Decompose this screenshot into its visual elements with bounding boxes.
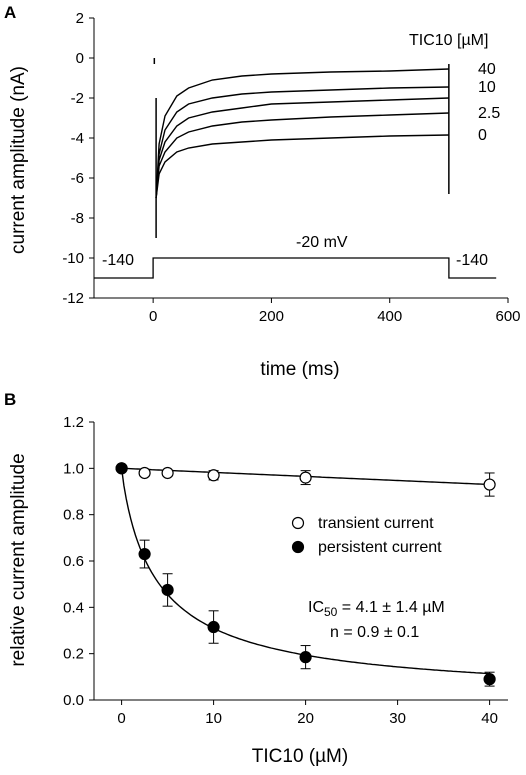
- panel-b-x-tick-label: 30: [389, 710, 406, 727]
- panel-b-ylabel: relative current amplitude: [8, 453, 29, 666]
- panel-b-y-tick-label: 0.8: [63, 507, 84, 524]
- legend-persistent-marker: [291, 540, 305, 554]
- transient-data-point: [299, 471, 312, 484]
- panel-b-chart: 0.0 0.2 0.4 0.6 0.8 1.0 1.2 0 10 20 30 40: [63, 414, 508, 727]
- panel-a-y-tick-label: -4: [71, 130, 84, 147]
- ic50-subscript: 50: [324, 605, 338, 619]
- panel-b-xlabel: TIC10 (µM): [252, 746, 348, 767]
- persistent-data-point: [115, 462, 128, 475]
- transient-data-point: [161, 466, 174, 480]
- ic50-annotation: IC50 = 4.1 ± 1.4 µM: [308, 599, 445, 619]
- current-trace: [155, 86, 449, 199]
- persistent-data-point: [138, 547, 151, 561]
- voltage-protocol-trace: [94, 257, 497, 279]
- current-trace: [155, 134, 449, 199]
- legend-transient-marker: [291, 516, 305, 530]
- panel-b-y-tick-label: 0.2: [63, 646, 84, 663]
- current-trace: [155, 68, 449, 199]
- current-trace: [155, 112, 449, 199]
- trace-label: 0: [478, 127, 487, 144]
- legend-persistent-label: persistent current: [318, 539, 442, 556]
- persistent-fit-line: [120, 468, 490, 675]
- transient-data-point: [483, 478, 496, 491]
- panel-a-x-tick-label: 0: [149, 308, 157, 325]
- panel-a-x-tick-label: 400: [377, 308, 402, 325]
- panel-b-label: B: [4, 390, 16, 409]
- panel-b-y-tick-label: 0.6: [63, 553, 84, 570]
- panel-a-y-tick-label: -2: [71, 90, 84, 107]
- protocol-label-hold-right: -140: [456, 252, 488, 269]
- panel-b-y-tick-label: 0.4: [63, 599, 84, 616]
- legend-transient-label: transient current: [318, 515, 434, 532]
- legend-title: TIC10 [µM]: [409, 32, 488, 49]
- protocol-label-hold-left: -140: [102, 252, 134, 269]
- panel-a-y-tick-label: -12: [62, 290, 84, 307]
- persistent-data-point: [299, 651, 312, 664]
- panel-a-xlabel: time (ms): [260, 359, 339, 380]
- current-trace: [155, 97, 449, 199]
- panel-a-x-tick-label: 200: [259, 308, 284, 325]
- hill-annotation: n = 0.9 ± 0.1: [330, 624, 419, 641]
- panel-a-y-tick-label: 2: [76, 10, 84, 27]
- trace-label: 40: [478, 61, 496, 78]
- panel-a-x-tick-label: 600: [495, 308, 520, 325]
- panel-b-x-tick-label: 20: [297, 710, 314, 727]
- panel-b-y-tick-label: 1.0: [63, 460, 84, 477]
- transient-data-point: [138, 466, 151, 480]
- panel-a-y-tick-label: 0: [76, 50, 84, 67]
- panel-b-x-tick-label: 10: [205, 710, 222, 727]
- panel-a-y-tick-label: -8: [71, 210, 84, 227]
- panel-b-x-tick-label: 0: [117, 710, 125, 727]
- protocol-label-step: -20 mV: [296, 234, 348, 251]
- transient-data-point: [207, 469, 220, 482]
- trace-label: 2.5: [478, 105, 500, 122]
- panel-a-y-tick-label: -6: [71, 170, 84, 187]
- panel-a-ylabel: current amplitude (nA): [8, 66, 29, 254]
- trace-label: 10: [478, 79, 496, 96]
- panel-a-y-tick-label: -10: [62, 250, 84, 267]
- panel-b-y-tick-label: 0.0: [63, 692, 84, 709]
- panel-b-x-tick-label: 40: [481, 710, 498, 727]
- persistent-data-point: [483, 673, 496, 686]
- persistent-data-point: [207, 620, 220, 634]
- panel-b-y-tick-label: 1.2: [63, 414, 84, 431]
- ic50-value: = 4.1 ± 1.4 µM: [337, 599, 444, 616]
- panel-a-label: A: [4, 3, 16, 22]
- persistent-data-point: [161, 583, 174, 597]
